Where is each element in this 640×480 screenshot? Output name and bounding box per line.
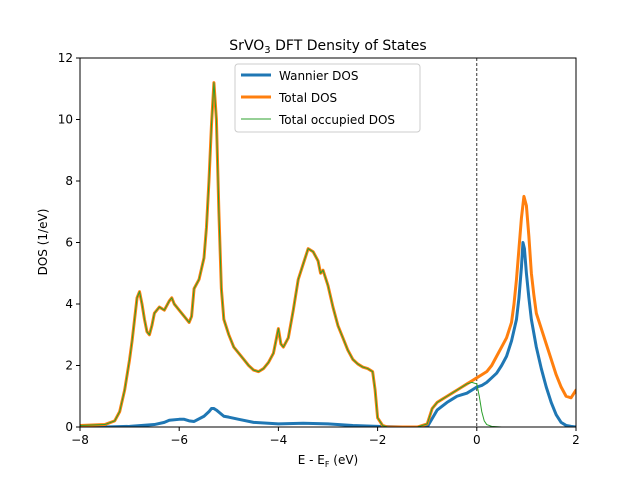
x-axis-label: E - EF (eV) xyxy=(298,453,359,469)
y-tick-label: 2 xyxy=(65,359,73,373)
y-axis-label: DOS (1/eV) xyxy=(36,209,50,276)
y-tick-label: 8 xyxy=(65,174,73,188)
x-tick-label: −6 xyxy=(170,433,188,447)
y-tick-label: 6 xyxy=(65,236,73,250)
legend-label-wannier: Wannier DOS xyxy=(279,69,358,83)
series-line-wannier-dos xyxy=(80,241,576,427)
plot-area xyxy=(79,57,577,428)
chart-title: SrVO3 DFT Density of States xyxy=(229,38,426,56)
legend-label-occupied: Total occupied DOS xyxy=(278,113,395,127)
x-tick-label: −2 xyxy=(369,433,387,447)
y-tick-label: 10 xyxy=(58,113,73,127)
y-tick-label: 0 xyxy=(65,420,73,434)
legend-label-total: Total DOS xyxy=(278,91,337,105)
x-axis: −8 −6 −4 −2 0 2 xyxy=(71,427,580,447)
y-tick-label: 4 xyxy=(65,297,73,311)
x-tick-label: 2 xyxy=(572,433,580,447)
y-tick-label: 12 xyxy=(58,51,73,65)
x-tick-label: −8 xyxy=(71,433,89,447)
y-axis: 0 2 4 6 8 10 12 xyxy=(58,51,80,434)
x-tick-label: −4 xyxy=(270,433,288,447)
x-tick-label: 0 xyxy=(473,433,481,447)
series-line-total-occupied-dos xyxy=(80,82,576,427)
legend: Wannier DOS Total DOS Total occupied DOS xyxy=(234,63,421,133)
legend-box xyxy=(234,63,421,133)
